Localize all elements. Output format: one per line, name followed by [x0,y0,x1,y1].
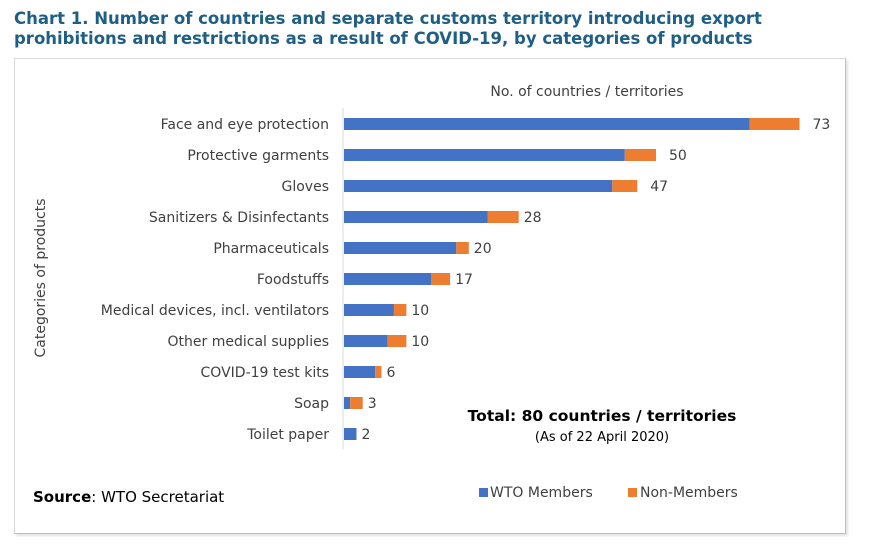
data-label-soap: 3 [368,396,377,412]
bar-wto-medical-devices-incl-ventilators [344,304,394,316]
chart-title-line-2: prohibitions and restrictions as a resul… [14,29,753,48]
legend: WTO Members Non-Members [479,485,738,501]
bar-wto-soap [344,397,351,409]
bar-non-wto-soap [350,397,363,409]
chart-title: Chart 1. Number of countries and separat… [14,9,864,49]
bar-non-wto-other-medical-supplies [387,335,407,347]
source-text: : WTO Secretariat [91,488,224,506]
bar-wto-pharmaceuticals [344,242,457,254]
legend-label-wto-members: WTO Members [490,485,593,501]
data-label-covid-19-test-kits: 6 [386,365,395,381]
category-label-pharmaceuticals: Pharmaceuticals [213,241,329,257]
bar-non-wto-face-and-eye-protection [749,118,800,130]
category-label-protective-garments: Protective garments [187,148,329,164]
chart-panel [14,58,846,534]
bar-wto-face-and-eye-protection [344,118,750,130]
data-label-gloves: 47 [650,179,668,195]
bar-non-wto-foodstuffs [431,273,451,285]
category-label-face-and-eye-protection: Face and eye protection [161,117,329,133]
category-label-toilet-paper: Toilet paper [246,427,329,443]
bar-wto-toilet-paper [344,428,357,440]
data-label-protective-garments: 50 [669,148,687,164]
bar-non-wto-gloves [612,180,638,192]
category-label-other-medical-supplies: Other medical supplies [168,334,329,350]
bars-group: Face and eye protection 73 Protective garm… [101,117,831,443]
category-label-foodstuffs: Foodstuffs [257,272,329,288]
bar-non-wto-medical-devices-incl-ventilators [393,304,407,316]
category-label-medical-devices-incl-ventilators: Medical devices, incl. ventilators [101,303,329,319]
bar-wto-protective-garments [344,149,625,161]
bar-non-wto-sanitizers-disinfectants [487,211,519,223]
category-label-soap: Soap [294,396,329,412]
data-label-foodstuffs: 17 [455,272,473,288]
bar-wto-sanitizers-disinfectants [344,211,488,223]
data-label-pharmaceuticals: 20 [474,241,492,257]
bar-wto-covid-19-test-kits [344,366,376,378]
source-label: Source [33,488,91,506]
bar-wto-foodstuffs [344,273,432,285]
legend-label-non-members: Non-Members [640,485,738,501]
total-date-label: (As of 22 April 2020) [535,430,669,445]
total-label: Total: 80 countries / territories [468,407,737,425]
data-label-face-and-eye-protection: 73 [813,117,831,133]
category-label-gloves: Gloves [282,179,330,195]
bar-non-wto-covid-19-test-kits [375,366,382,378]
category-label-covid-19-test-kits: COVID-19 test kits [201,365,329,381]
bar-non-wto-protective-garments [624,149,656,161]
data-label-other-medical-supplies: 10 [411,334,429,350]
legend-swatch-non-members [628,488,637,497]
bar-wto-other-medical-supplies [344,335,388,347]
category-label-sanitizers-disinfectants: Sanitizers & Disinfectants [149,210,329,226]
data-label-toilet-paper: 2 [361,427,370,443]
bar-wto-gloves [344,180,613,192]
source-note: Source: WTO Secretariat [33,488,224,506]
data-label-medical-devices-incl-ventilators: 10 [411,303,429,319]
x-axis-title: No. of countries / territories [490,84,683,100]
chart-title-line-1: Chart 1. Number of countries and separat… [14,9,762,28]
legend-swatch-wto-members [479,488,488,497]
y-axis-title: Categories of products [33,199,49,358]
bar-non-wto-pharmaceuticals [456,242,469,254]
data-label-sanitizers-disinfectants: 28 [524,210,542,226]
